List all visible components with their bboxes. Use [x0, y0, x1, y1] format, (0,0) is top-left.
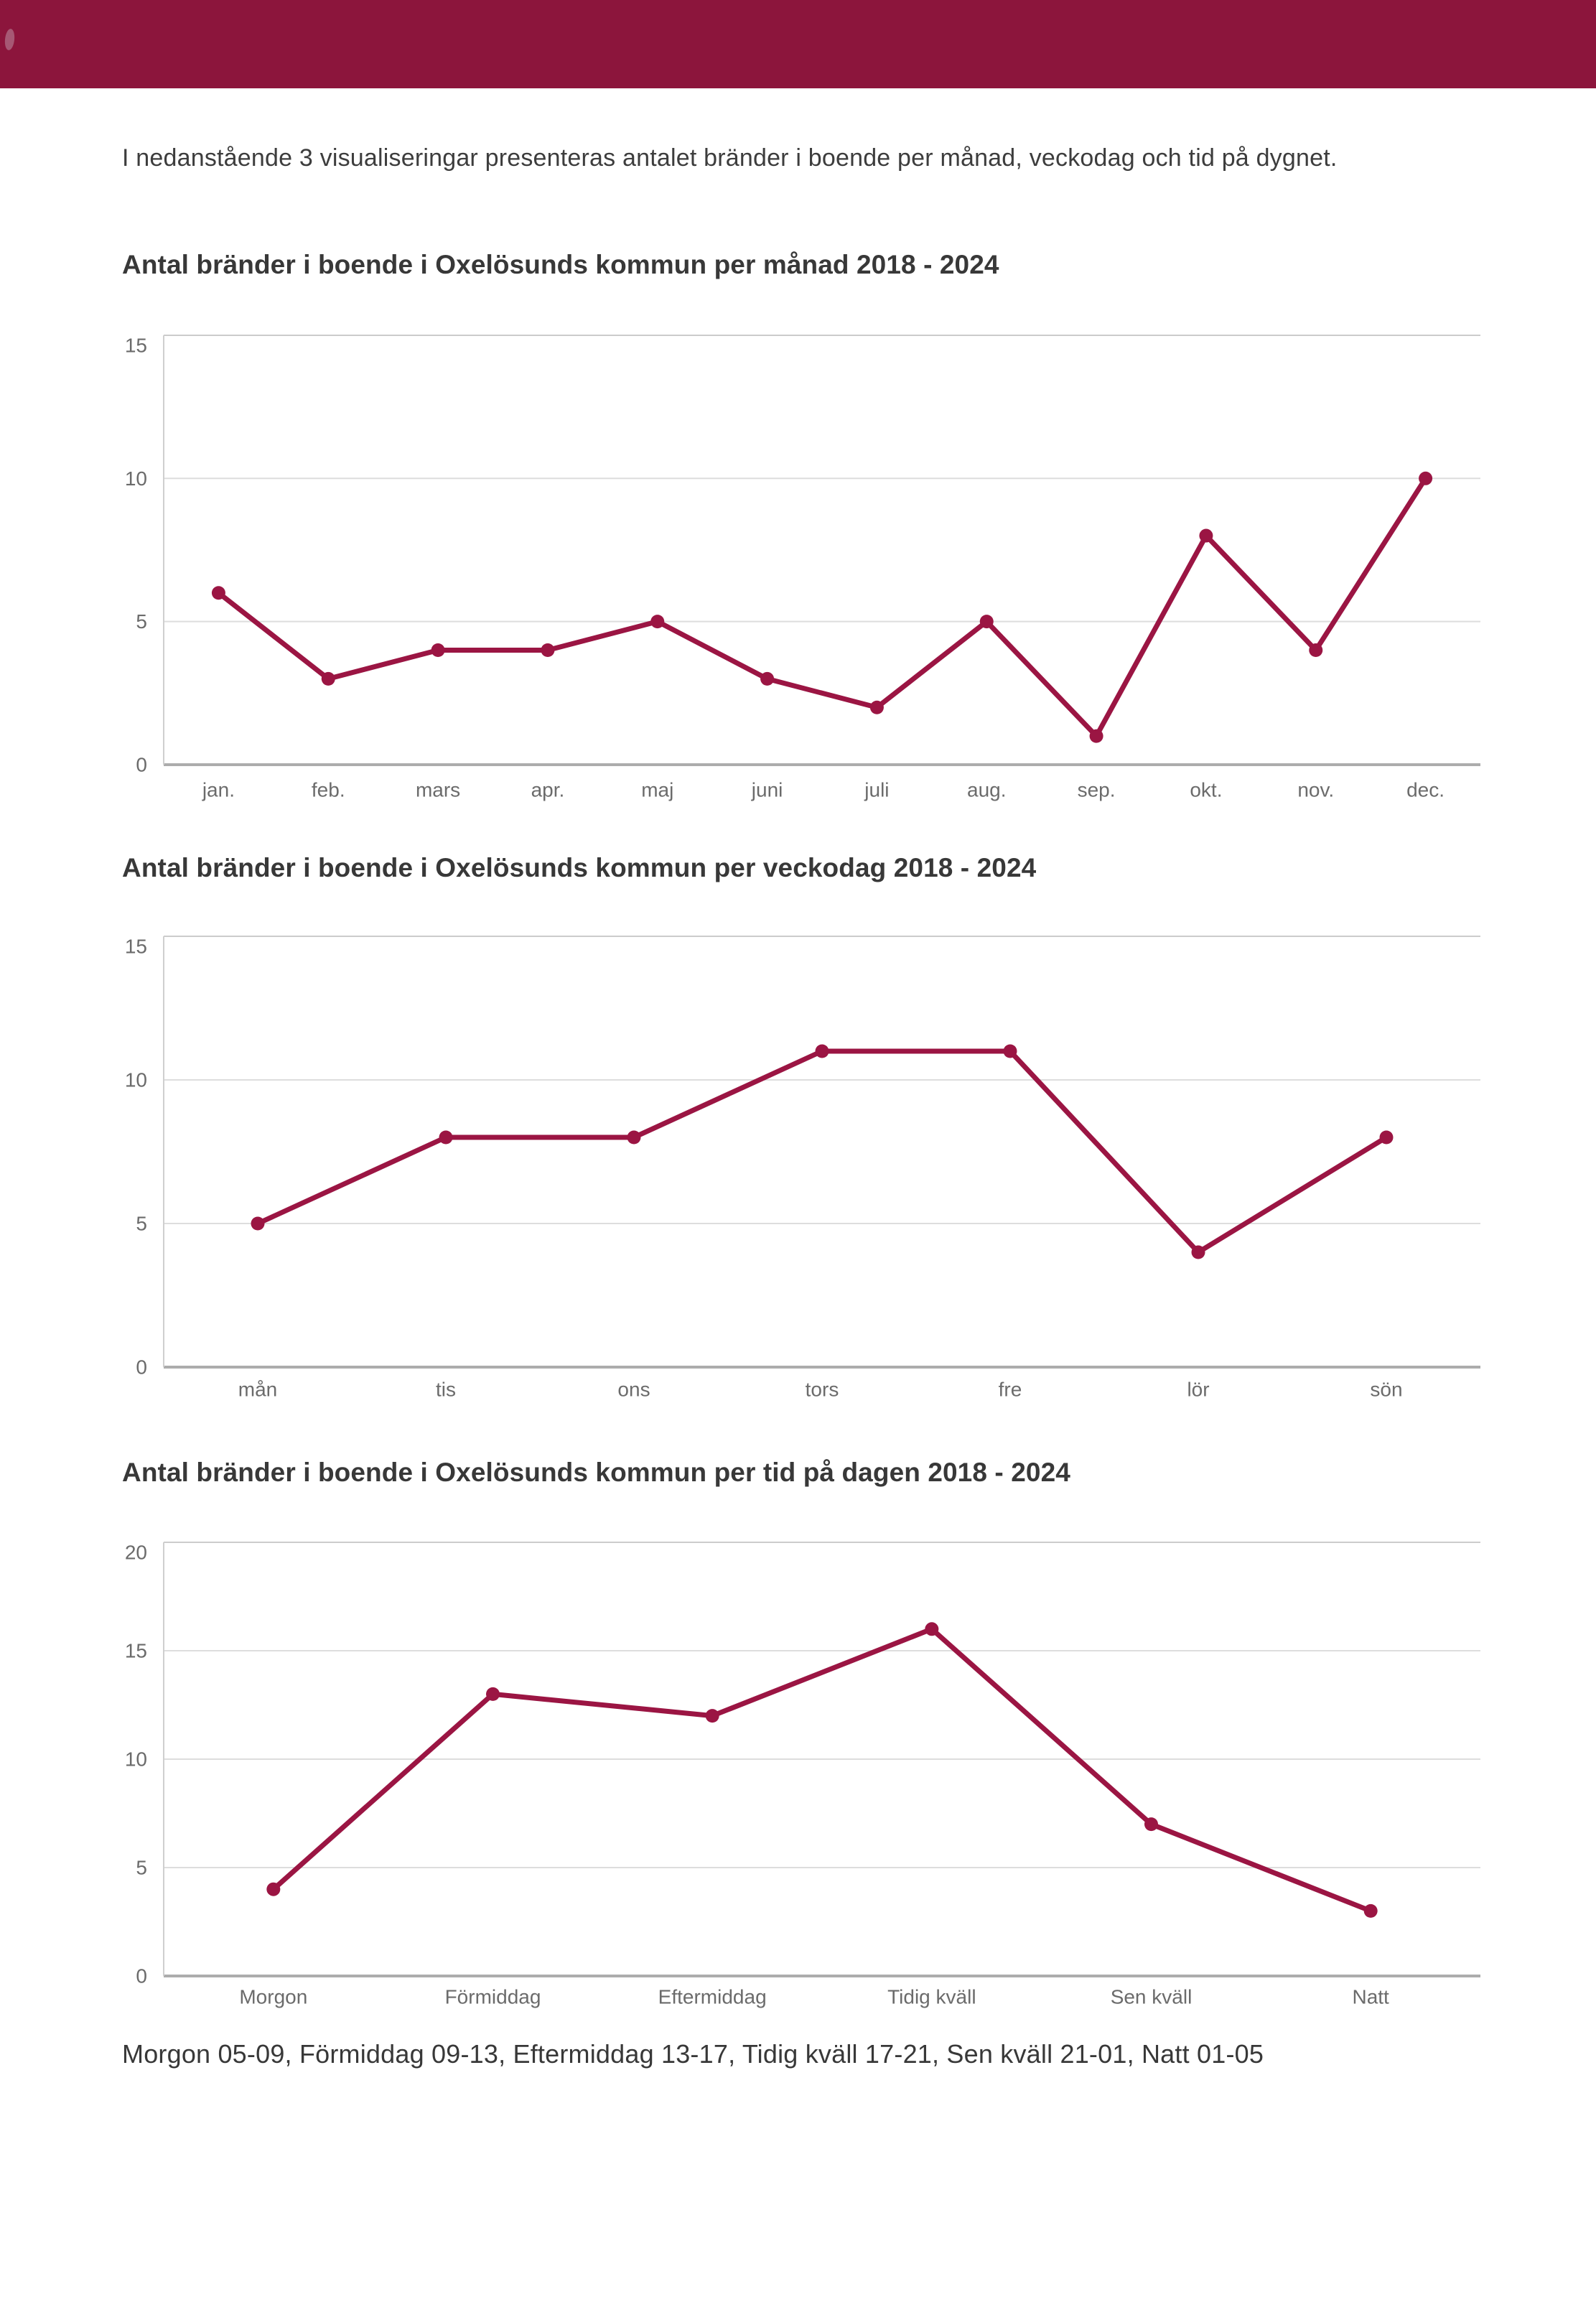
data-point-marker [1419, 471, 1433, 485]
y-tick-label: 15 [125, 334, 147, 356]
data-point-marker [486, 1687, 500, 1701]
data-point-marker [1363, 1903, 1378, 1918]
x-tick-label: feb. [312, 779, 345, 801]
x-tick-label: Tidig kväll [887, 1986, 976, 2008]
x-tick-label: fre [999, 1379, 1022, 1401]
y-tick-label: 10 [125, 467, 147, 490]
x-tick-label: Eftermiddag [658, 1986, 767, 2008]
x-tick-label: Morgon [239, 1986, 307, 2008]
x-tick-label: apr. [531, 779, 565, 801]
x-tick-label: maj [641, 779, 673, 801]
x-tick-label: lör [1187, 1379, 1209, 1401]
data-point-marker [760, 671, 775, 686]
data-point-marker [1144, 1817, 1158, 1832]
y-tick-label: 10 [125, 1069, 147, 1091]
line-chart-per-weekday: 0 5 10 15 mån tis ons tors fre lör sön [125, 936, 1480, 1401]
series-line [255, 1048, 1389, 1255]
data-point-marker [321, 671, 335, 686]
data-point-marker [251, 1216, 265, 1231]
x-tick-label: tis [436, 1379, 456, 1401]
x-tick-label: juli [864, 779, 889, 801]
y-tick-label: 15 [125, 936, 147, 958]
data-point-marker [1379, 1130, 1394, 1145]
x-tick-label: aug. [967, 779, 1007, 801]
y-tick-label: 5 [136, 610, 147, 633]
header-band-artifact [4, 28, 16, 51]
x-tick-label: mån [238, 1379, 277, 1401]
data-point-marker [1199, 528, 1213, 543]
data-point-marker [1191, 1245, 1205, 1259]
data-point-marker [815, 1044, 829, 1058]
x-tick-label: sön [1370, 1379, 1402, 1401]
x-tick-label: Sen kväll [1111, 1986, 1193, 2008]
data-point-marker [1089, 729, 1103, 743]
data-point-marker [431, 643, 445, 658]
data-point-marker [705, 1709, 719, 1723]
line-chart-per-time-of-day: 0 5 10 15 20 Morgon Förmiddag Eftermiddag Tidig … [125, 1542, 1480, 2008]
x-tick-label: ons [617, 1379, 650, 1401]
x-tick-label: juni [751, 779, 783, 801]
chart-title-per-month: Antal bränder i boende i Oxelösunds komm… [122, 250, 999, 279]
data-point-marker [627, 1130, 641, 1145]
header-band [0, 0, 1596, 88]
x-tick-label: Förmiddag [445, 1986, 541, 2008]
y-tick-label: 20 [125, 1542, 147, 1564]
x-tick-label: Natt [1352, 1986, 1389, 2008]
y-tick-label: 0 [136, 754, 147, 776]
x-tick-label: okt. [1190, 779, 1222, 801]
line-chart-per-month: 0 5 10 15 jan. feb. mars apr. maj juni juli aug. sep… [125, 334, 1480, 801]
x-tick-label: nov. [1297, 779, 1334, 801]
chart-title-per-time-of-day: Antal bränder i boende i Oxelösunds komm… [122, 1458, 1070, 1487]
data-point-marker [650, 615, 665, 629]
y-tick-label: 0 [136, 1965, 147, 1987]
series-line [271, 1626, 1373, 1914]
data-point-marker [979, 615, 994, 629]
data-point-marker [869, 700, 884, 714]
x-tick-label: tors [806, 1379, 839, 1401]
data-point-marker [1309, 643, 1323, 658]
x-tick-label: sep. [1078, 779, 1116, 801]
data-point-marker [211, 586, 225, 600]
series-line [215, 475, 1429, 739]
time-interval-legend: Morgon 05-09, Förmiddag 09-13, Eftermidd… [122, 2039, 1264, 2069]
data-point-marker [266, 1882, 281, 1896]
data-point-marker [925, 1622, 939, 1636]
intro-text: I nedanstående 3 visualiseringar present… [122, 144, 1338, 172]
x-tick-label: dec. [1406, 779, 1445, 801]
x-tick-label: mars [416, 779, 460, 801]
data-point-marker [541, 643, 555, 658]
y-tick-label: 0 [136, 1356, 147, 1379]
y-tick-label: 5 [136, 1213, 147, 1235]
x-tick-label: jan. [202, 779, 235, 801]
data-point-marker [1003, 1044, 1017, 1058]
data-point-marker [439, 1130, 453, 1145]
y-tick-label: 5 [136, 1857, 147, 1879]
chart-title-per-weekday: Antal bränder i boende i Oxelösunds komm… [122, 853, 1037, 882]
y-tick-label: 10 [125, 1748, 147, 1771]
y-tick-label: 15 [125, 1640, 147, 1662]
